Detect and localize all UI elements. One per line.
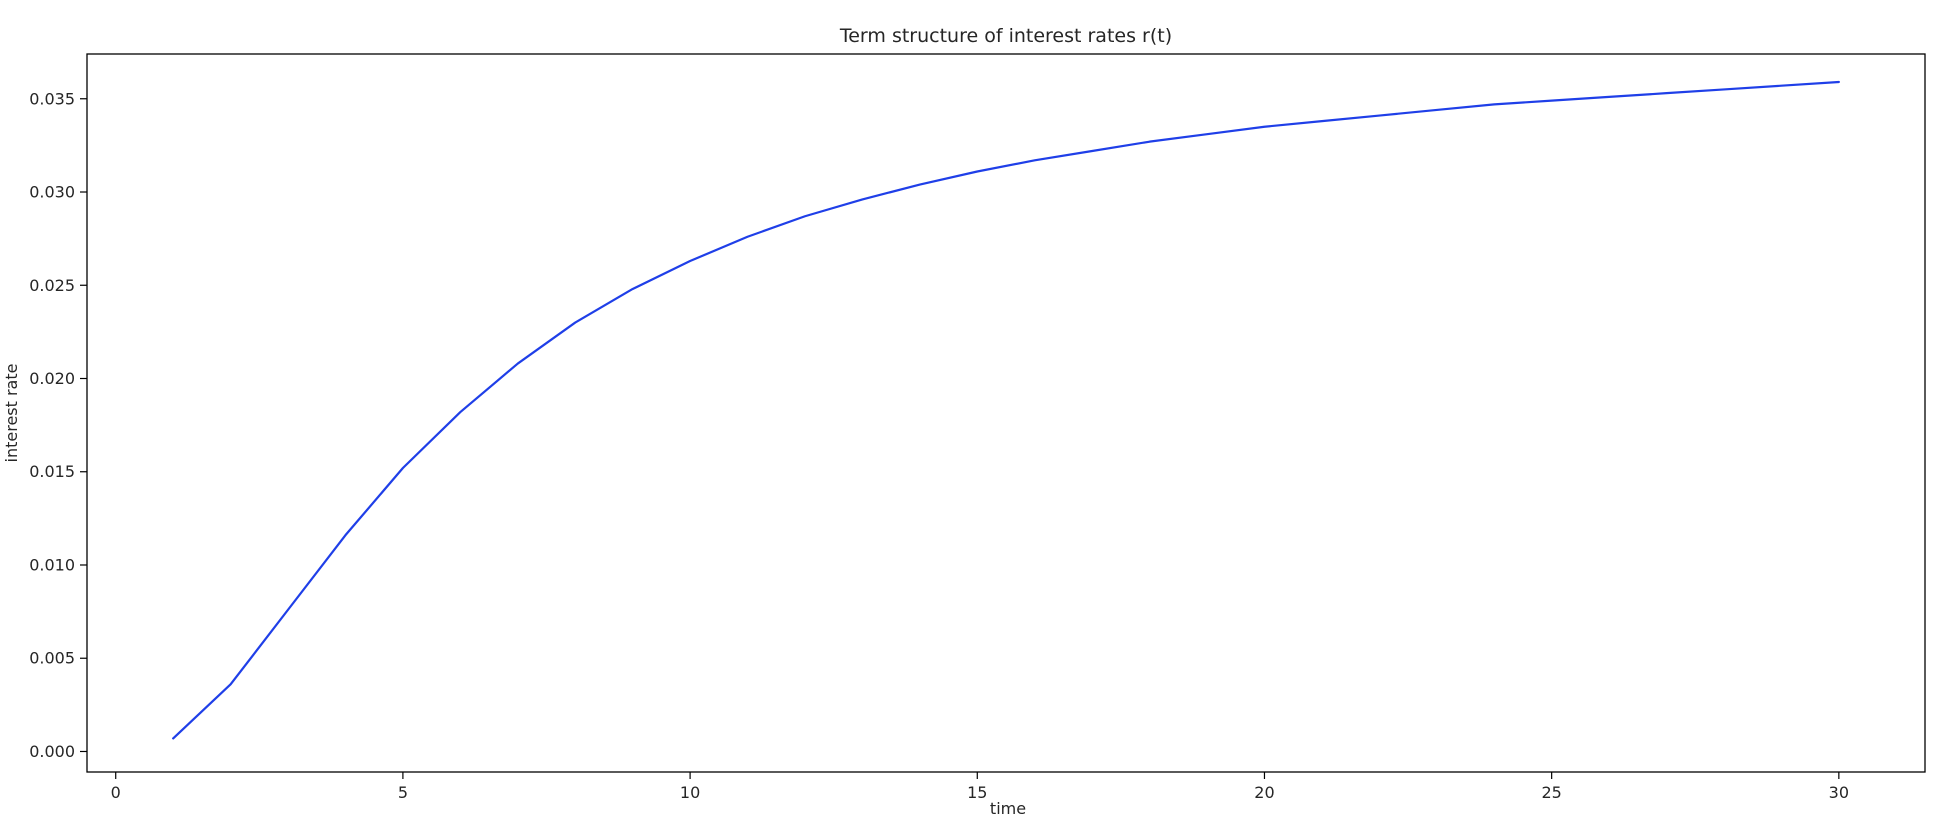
rate-series-line bbox=[172, 80, 1840, 740]
chart-title: Term structure of interest rates r(t) bbox=[839, 25, 1172, 47]
y-axis-label: interest rate bbox=[2, 364, 21, 463]
y-tick-label: 0.020 bbox=[29, 369, 75, 388]
x-axis-ticks: 0 5 10 15 20 25 30 bbox=[111, 772, 1849, 802]
x-tick-label: 20 bbox=[1254, 783, 1274, 802]
y-tick-label: 0.025 bbox=[29, 276, 75, 295]
x-tick-label: 0 bbox=[111, 783, 121, 802]
y-tick-label: 0.035 bbox=[29, 89, 75, 108]
y-tick-label: 0.005 bbox=[29, 649, 75, 668]
y-tick-label: 0.030 bbox=[29, 183, 75, 202]
x-tick-label: 10 bbox=[680, 783, 700, 802]
x-tick-label: 15 bbox=[967, 783, 987, 802]
x-axis-label: time bbox=[990, 799, 1026, 818]
x-tick-label: 30 bbox=[1829, 783, 1849, 802]
y-tick-label: 0.015 bbox=[29, 462, 75, 481]
x-tick-label: 5 bbox=[398, 783, 408, 802]
y-axis-ticks: 0.000 0.005 0.010 0.015 0.020 0.025 0.030 0.035 bbox=[29, 89, 87, 761]
y-tick-label: 0.000 bbox=[29, 742, 75, 761]
series-layer bbox=[172, 80, 1840, 740]
x-tick-label: 25 bbox=[1541, 783, 1561, 802]
plot-area-frame bbox=[86, 53, 1926, 773]
y-tick-label: 0.010 bbox=[29, 555, 75, 574]
